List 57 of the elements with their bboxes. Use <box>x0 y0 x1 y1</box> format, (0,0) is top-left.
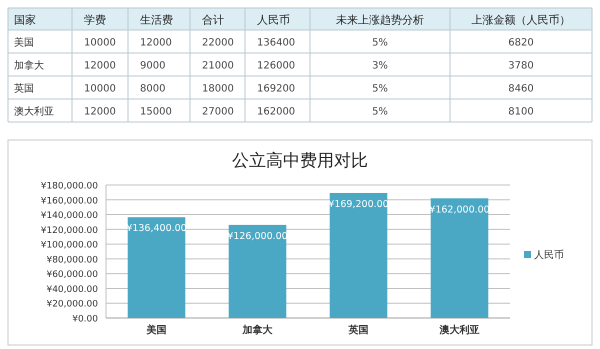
category-label: 澳大利亚 <box>14 106 54 118</box>
y-tick-label: ¥180,000.00 <box>40 182 98 192</box>
text: 12000 <box>140 38 172 48</box>
chart-title: 公立高中费用对比 <box>232 151 368 171</box>
text: 5% <box>372 38 388 48</box>
x-tick-label: 英国 <box>348 324 368 336</box>
text: 8000 <box>140 84 166 94</box>
category-label: 生活费 <box>140 14 173 26</box>
y-tick-label: ¥60,000.00 <box>46 270 98 280</box>
y-tick-label: ¥40,000.00 <box>46 284 98 295</box>
text: 10000 <box>84 84 116 94</box>
text: 3780 <box>508 60 534 72</box>
x-tick-label: 美国 <box>146 324 166 336</box>
x-tick-label: 加拿大 <box>242 324 274 336</box>
y-tick-label: ¥160,000.00 <box>40 196 98 206</box>
category-label: 人民币 <box>257 14 290 26</box>
text: 12000 <box>84 60 116 72</box>
text: 169200 <box>257 84 296 94</box>
category-label: 美国 <box>14 38 34 48</box>
text: 8100 <box>508 106 534 118</box>
category-label: 上涨金额（人民币） <box>472 14 570 26</box>
text: 162000 <box>257 106 296 118</box>
bar <box>128 217 186 318</box>
category-label: 未来上涨趋势分析 <box>336 14 424 26</box>
text: 国家 <box>14 14 36 26</box>
y-tick-label: ¥100,000.00 <box>40 240 98 251</box>
text: 10000 <box>84 38 116 48</box>
text: 15000 <box>140 106 172 118</box>
data-label: ¥162,000.00 <box>429 204 490 216</box>
data-label: ¥126,000.00 <box>227 230 288 242</box>
text: 22000 <box>202 38 234 48</box>
y-tick-label: ¥140,000.00 <box>40 211 98 222</box>
legend-label: 人民币 <box>534 249 564 261</box>
y-tick-label: ¥80,000.00 <box>46 255 98 266</box>
text: 5% <box>372 106 388 118</box>
bar <box>430 198 488 318</box>
text: 3% <box>372 60 388 72</box>
text: 126000 <box>257 60 296 72</box>
text: 12000 <box>84 106 116 118</box>
bar <box>330 192 388 318</box>
y-tick-label: ¥0.00 <box>72 314 98 324</box>
y-tick-label: ¥20,000.00 <box>46 300 98 310</box>
x-tick-label: 澳大利亚 <box>438 324 480 336</box>
text: 9000 <box>140 60 166 72</box>
text: 21000 <box>202 60 234 72</box>
text: 8460 <box>508 84 534 94</box>
category-label: 英国 <box>14 84 34 94</box>
category-label: 学费 <box>84 14 106 26</box>
bar <box>228 224 286 318</box>
text: 6820 <box>508 38 534 48</box>
text: 136400 <box>257 38 296 48</box>
category-label: 合计 <box>202 14 224 26</box>
text: 5% <box>372 84 388 94</box>
y-tick-label: ¥120,000.00 <box>40 226 98 236</box>
text: 27000 <box>202 106 234 118</box>
text: 18000 <box>202 84 234 94</box>
category-label: 加拿大 <box>14 60 44 72</box>
